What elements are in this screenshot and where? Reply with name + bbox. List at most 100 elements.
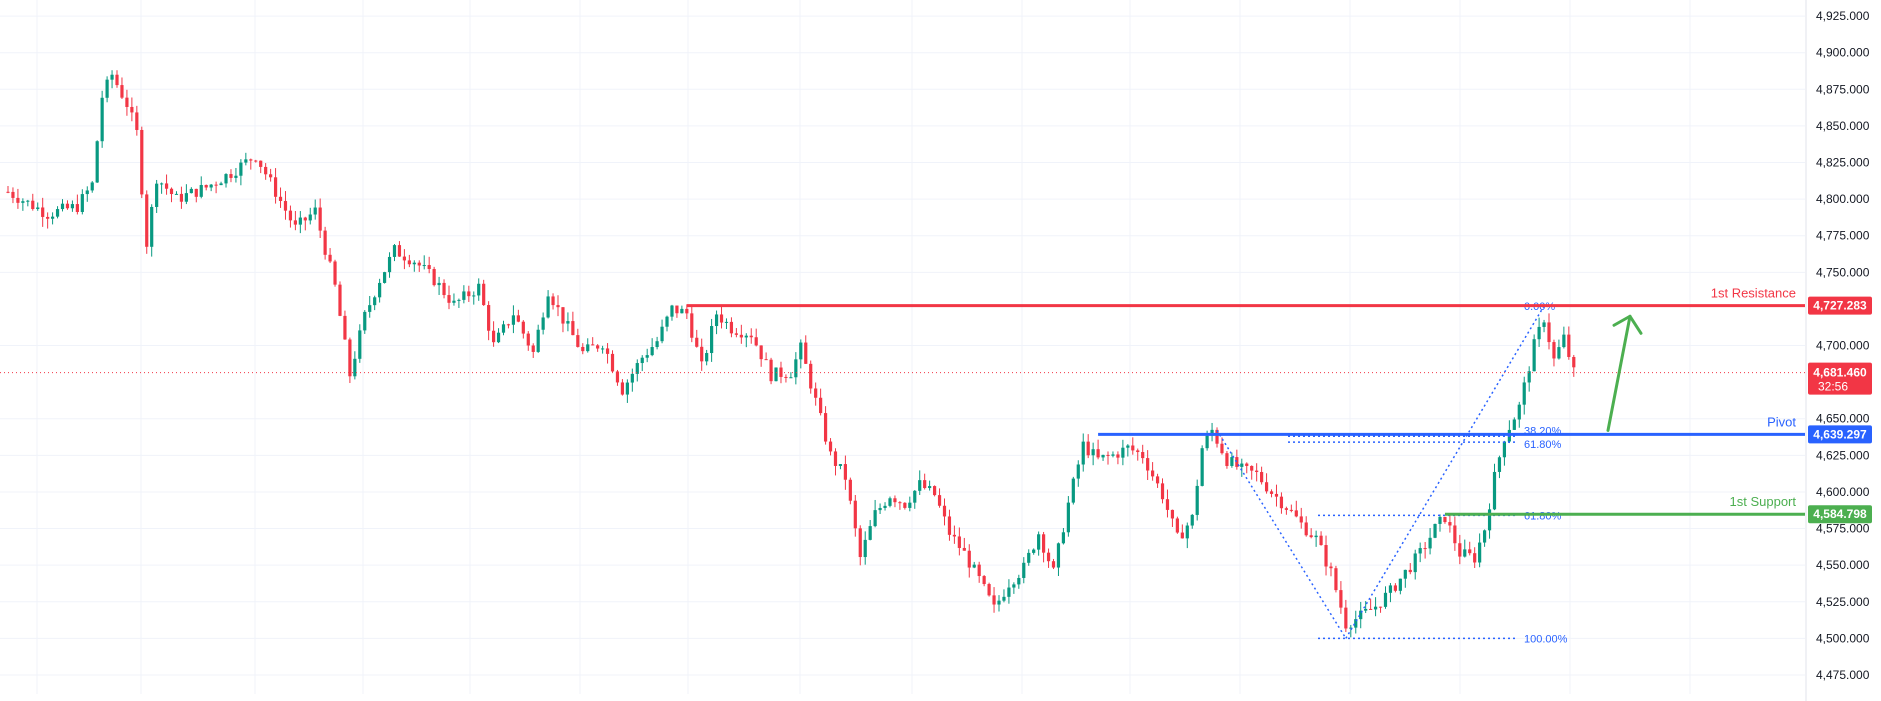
candle — [100, 90, 104, 148]
candle — [1428, 528, 1432, 555]
candle — [382, 271, 387, 284]
candle — [1463, 539, 1467, 558]
candle — [1151, 462, 1155, 481]
candle-body — [21, 201, 25, 203]
candle — [819, 388, 823, 416]
candle-body — [1220, 443, 1224, 454]
candle — [1245, 462, 1249, 474]
candle-body — [1235, 457, 1239, 467]
candle-body — [353, 358, 357, 377]
candle — [184, 184, 188, 205]
candle-body — [635, 363, 639, 374]
candle-body — [1200, 448, 1204, 486]
candle — [952, 525, 957, 544]
candle — [724, 318, 729, 330]
candle-body — [962, 547, 966, 551]
candle-body — [1131, 445, 1135, 451]
candle-body — [814, 388, 818, 398]
candle-body — [135, 112, 139, 130]
price-axis-tick-label: 4,750.000 — [1816, 265, 1870, 279]
candle — [719, 306, 724, 329]
candle-body — [303, 217, 307, 221]
candle-body — [571, 321, 575, 336]
candle — [1408, 563, 1412, 575]
candle — [977, 561, 981, 583]
candle-body — [1151, 470, 1155, 477]
candle — [1041, 531, 1046, 563]
candle-body — [1046, 552, 1051, 562]
candle — [1418, 542, 1422, 563]
candle-body — [462, 291, 466, 300]
candle-body — [402, 256, 406, 261]
candle — [1111, 451, 1115, 458]
candle-body — [1517, 404, 1521, 420]
candle-body — [373, 297, 377, 306]
candle — [1572, 354, 1576, 377]
candle — [1468, 541, 1472, 556]
candle-body — [675, 305, 679, 314]
candle — [407, 254, 411, 268]
candle-body — [655, 341, 659, 348]
candle — [1473, 547, 1477, 568]
candle — [26, 199, 30, 207]
candle-body — [858, 528, 862, 558]
candle — [1081, 433, 1085, 472]
candle — [957, 527, 961, 556]
candle — [526, 331, 530, 351]
candle-body — [551, 296, 555, 306]
candle-body — [987, 584, 991, 596]
candle — [174, 191, 179, 195]
candle — [1567, 326, 1571, 360]
candle — [432, 266, 436, 287]
candle — [1522, 376, 1526, 415]
candle — [769, 357, 773, 385]
candle — [368, 295, 372, 318]
price-axis: 4,925.000 4,900.000 4,875.000 4,850.000 4,82… — [1805, 0, 1881, 701]
candle-body — [759, 345, 763, 360]
candle-body — [630, 373, 634, 383]
candle — [491, 321, 496, 347]
candle-body — [1329, 566, 1333, 569]
candle-body — [145, 194, 149, 247]
candle-body — [1225, 453, 1229, 466]
current-price-label: 4,681.460 — [1813, 366, 1867, 380]
candle-body — [650, 347, 654, 356]
candle — [1299, 507, 1303, 529]
candle — [1141, 444, 1145, 464]
candle-body — [1027, 552, 1031, 563]
candle-body — [749, 335, 753, 338]
candle — [130, 97, 134, 122]
candle — [794, 352, 798, 385]
candle-body — [1314, 535, 1318, 538]
fib-level-label: 61.80% — [1524, 510, 1562, 522]
candle — [843, 455, 847, 490]
candle — [1160, 478, 1165, 504]
candle — [962, 537, 966, 551]
candle — [536, 324, 540, 353]
candle-body — [1359, 610, 1363, 620]
candle-body — [1304, 522, 1308, 536]
candle — [472, 291, 476, 305]
candle-body — [1230, 457, 1234, 466]
price-axis-tick-label: 4,475.000 — [1816, 668, 1870, 682]
candle — [80, 189, 84, 215]
candle — [531, 343, 535, 358]
candle — [155, 179, 159, 213]
candle — [224, 173, 228, 188]
level-name-label: Pivot — [1767, 414, 1796, 429]
candle — [41, 197, 45, 227]
candle — [21, 198, 25, 211]
candle-body — [407, 260, 411, 265]
candle — [809, 360, 813, 394]
candle-body — [1037, 534, 1041, 550]
candle-body — [1468, 549, 1472, 554]
candle — [828, 438, 833, 456]
candle — [506, 323, 511, 329]
candle — [189, 187, 193, 194]
candle — [541, 312, 545, 335]
candle — [1453, 516, 1457, 551]
price-axis-tick-label: 4,600.000 — [1816, 485, 1870, 499]
candle-body — [932, 486, 937, 496]
candle-body — [714, 314, 719, 327]
